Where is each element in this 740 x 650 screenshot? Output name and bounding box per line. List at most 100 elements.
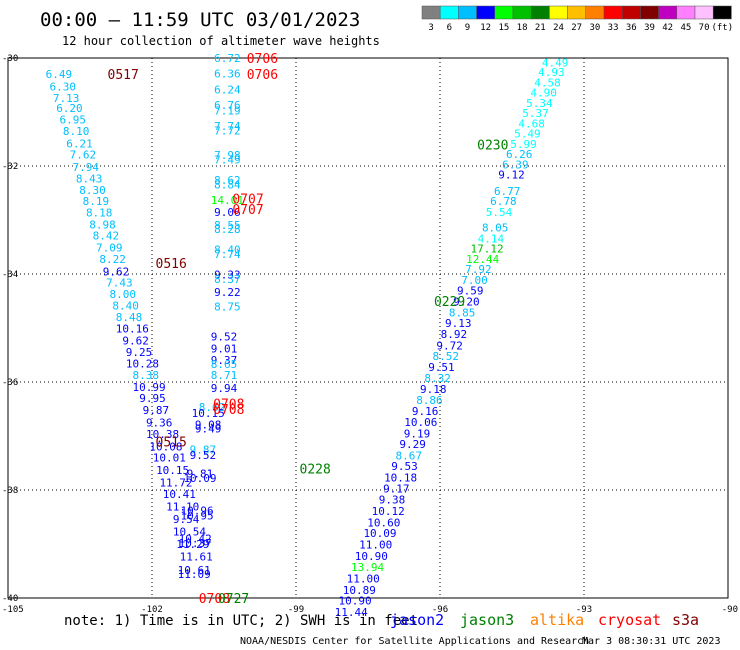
swh-value-label: 7.09 — [96, 242, 123, 255]
swh-value-label: 7.00 — [461, 274, 488, 287]
pass-time-label: 0706 — [247, 68, 278, 83]
color-swatch — [458, 5, 477, 20]
swh-value-label: 4.14 — [478, 232, 505, 245]
swh-value-label: 6.39 — [502, 158, 529, 171]
swh-value-label: 10.09 — [363, 527, 396, 540]
swh-value-label: 9.29 — [399, 438, 426, 451]
satellite-legend-item: jason2 — [390, 611, 444, 629]
swh-value-label: 6.30 — [49, 81, 76, 94]
plot-area: 6.496.307.136.206.958.106.217.627.948.43… — [2, 52, 738, 619]
pass-time-label: 0707 — [232, 192, 263, 207]
swh-value-label: 6.20 — [56, 102, 83, 115]
satellite-legend-item: s3a — [672, 611, 699, 629]
color-scale-legend: 3 6 9 12 15 18 21 24 27 30 33 36 39 42 45 70 (ft) — [421, 5, 733, 33]
swh-value-label: 9.38 — [379, 494, 406, 507]
pass-time-label: 0727 — [218, 592, 249, 607]
color-scale-label: 15 — [498, 23, 509, 33]
swh-value-label: 8.22 — [99, 253, 126, 266]
swh-value-label: 8.67 — [396, 449, 423, 462]
swh-value-label: 5.37 — [522, 107, 549, 120]
color-scale-label: 21 — [535, 23, 546, 33]
swh-value-label: 10.12 — [372, 505, 405, 518]
color-scale-label: 36 — [626, 23, 637, 33]
x-tick-label: -93 — [576, 605, 592, 615]
swh-value-label: 8.71 — [211, 369, 238, 382]
swh-value-label: 8.65 — [211, 358, 238, 371]
swh-value-label: 8.52 — [433, 350, 460, 363]
swh-value-label: 5.54 — [486, 206, 513, 219]
wave-height-labels: 6.496.307.136.206.958.106.217.627.948.43… — [46, 52, 569, 619]
swh-value-label: 10.89 — [343, 584, 376, 597]
swh-value-label: 8.48 — [116, 311, 143, 324]
swh-value-label: 7.74 — [214, 120, 241, 133]
swh-value-label: 11.00 — [347, 573, 380, 586]
swh-value-label: 10.60 — [367, 516, 400, 529]
swh-value-label: 6.78 — [490, 195, 517, 208]
swh-value-label: 13.94 — [351, 561, 384, 574]
color-scale-label: 45 — [680, 23, 691, 33]
pass-time-label: 0708 — [199, 592, 230, 607]
color-swatch — [549, 5, 568, 20]
x-tick-label: -102 — [141, 605, 163, 615]
swh-value-label: 8.00 — [109, 288, 136, 301]
x-tick-label: -99 — [288, 605, 304, 615]
axis-tick-labels: -105 -102 -99 -96 -93 -90 -30 -32 -34 -36 -38 -40 — [2, 54, 738, 615]
swh-value-label: 8.38 — [133, 369, 160, 382]
color-swatch — [567, 5, 587, 20]
swh-value-label: 11.72 — [159, 476, 192, 489]
swh-value-label: 7.13 — [53, 92, 80, 105]
swh-value-label: 10.96 — [181, 505, 214, 518]
swh-value-label: 11.29 — [176, 538, 209, 551]
footer-note: note: 1) Time is in UTC; 2) SWH is in fe… — [64, 613, 418, 629]
swh-value-label: 6.77 — [494, 185, 521, 198]
x-tick-label: -90 — [722, 605, 738, 615]
swh-value-label: 8.40 — [214, 244, 241, 257]
swh-value-label: 9.52 — [211, 331, 238, 344]
color-swatch — [712, 5, 732, 20]
swh-value-label: 9.53 — [391, 460, 418, 473]
pass-time-label: 0707 — [232, 203, 263, 218]
swh-value-label: 9.13 — [445, 317, 472, 330]
swh-value-label: 10.41 — [163, 488, 196, 501]
swh-value-label: 9.59 — [457, 285, 484, 298]
color-swatch — [421, 5, 441, 20]
swh-value-label: 10.54 — [173, 526, 206, 539]
swh-value-label: 6.21 — [66, 137, 93, 150]
swh-value-label: 7.92 — [465, 263, 492, 276]
grid-lines — [8, 58, 728, 598]
page-title: 00:00 – 11:59 UTC 03/01/2023 — [40, 9, 360, 31]
swh-value-label: 10.06 — [404, 416, 437, 429]
swh-value-label: 11.09 — [178, 568, 211, 581]
swh-value-label: 10.61 — [178, 564, 211, 577]
swh-value-label: 6.36 — [214, 68, 241, 81]
swh-value-label: 8.40 — [112, 299, 139, 312]
swh-value-label: 6.49 — [46, 68, 73, 81]
swh-value-label: 8.42 — [93, 230, 120, 243]
x-tick-label: -105 — [2, 605, 24, 615]
y-tick-label: -30 — [2, 54, 18, 64]
swh-value-label: 6.24 — [214, 83, 241, 96]
swh-value-label: 6.76 — [214, 99, 241, 112]
swh-value-label: 8.43 — [76, 172, 103, 185]
swh-value-label: 10.37 — [179, 537, 212, 550]
swh-value-label: 9.33 — [214, 269, 241, 282]
swh-value-label: 7.43 — [106, 277, 133, 290]
color-swatch — [494, 5, 514, 20]
swh-value-label: 8.05 — [482, 222, 509, 235]
swh-value-label: 7.72 — [214, 124, 241, 137]
swh-value-label: 9.22 — [214, 286, 241, 299]
swh-value-label: 9.51 — [428, 361, 455, 374]
color-swatch — [676, 5, 696, 20]
swh-value-label: 8.28 — [214, 223, 241, 236]
swh-value-label: 11.00 — [359, 539, 392, 552]
color-scale-label: 39 — [644, 23, 655, 33]
swh-value-label: 9.19 — [404, 427, 431, 440]
swh-value-label: 10.08 — [149, 440, 182, 453]
color-scale-label: 24 — [553, 23, 564, 33]
pass-time-label: 0229 — [434, 295, 465, 310]
swh-value-label: 12.44 — [466, 253, 499, 266]
swh-value-label: 10.01 — [153, 452, 186, 465]
swh-value-label: 5.34 — [526, 97, 553, 110]
swh-value-label: 7.94 — [73, 161, 100, 174]
color-swatch — [439, 5, 459, 20]
